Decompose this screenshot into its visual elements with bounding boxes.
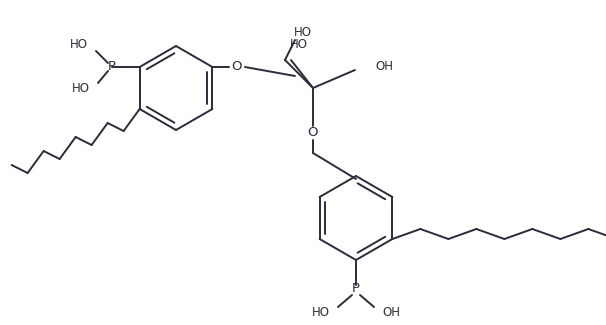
Text: HO: HO (290, 38, 308, 51)
Text: O: O (308, 125, 318, 138)
Text: OH: OH (382, 306, 400, 319)
Text: O: O (231, 60, 242, 73)
Text: HO: HO (294, 27, 312, 40)
Text: P: P (108, 60, 116, 73)
Text: HO: HO (70, 38, 88, 51)
Text: HO: HO (72, 83, 90, 96)
Text: HO: HO (312, 306, 330, 319)
Text: OH: OH (375, 59, 393, 72)
Text: P: P (352, 282, 360, 295)
